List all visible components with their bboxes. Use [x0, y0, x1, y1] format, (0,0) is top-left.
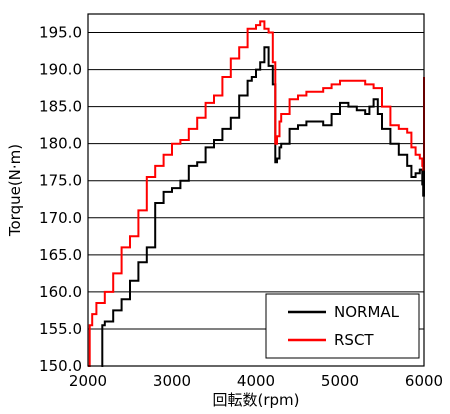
legend-label-normal: NORMAL: [334, 303, 400, 321]
y-tick-label: 155.0: [39, 320, 82, 338]
y-tick-label: 170.0: [39, 209, 82, 227]
x-tick-label: 5000: [321, 372, 359, 390]
plot-frame: [87, 13, 425, 367]
y-tick-labels: 150.0 155.0 160.0 165.0 170.0 175.0 180.0 185.0…: [39, 24, 82, 375]
y-tick-label: 195.0: [39, 24, 82, 42]
y-tick-label: 190.0: [39, 61, 82, 79]
y-axis-label: Torque(N·m): [6, 144, 24, 237]
y-tick-label: 185.0: [39, 98, 82, 116]
legend-box: [265, 293, 420, 359]
y-tick-label: 180.0: [39, 135, 82, 153]
legend: NORMAL RSCT: [265, 293, 420, 359]
legend-label-rsct: RSCT: [334, 331, 374, 349]
y-tick-label: 175.0: [39, 172, 82, 190]
x-tick-labels: 2000 3000 4000 5000 6000: [69, 372, 443, 390]
series-line-rsct: [88, 20, 425, 367]
series-layer: [88, 20, 425, 367]
x-tick-label: 6000: [405, 372, 443, 390]
y-tick-label: 150.0: [39, 357, 82, 375]
x-tick-label: 4000: [237, 372, 275, 390]
x-tick-label: 3000: [153, 372, 191, 390]
x-tick-label: 2000: [69, 372, 107, 390]
x-axis-label: 回転数(rpm): [212, 391, 299, 409]
gridlines: [88, 32, 424, 330]
y-tick-label: 160.0: [39, 283, 82, 301]
y-tick-label: 165.0: [39, 246, 82, 264]
